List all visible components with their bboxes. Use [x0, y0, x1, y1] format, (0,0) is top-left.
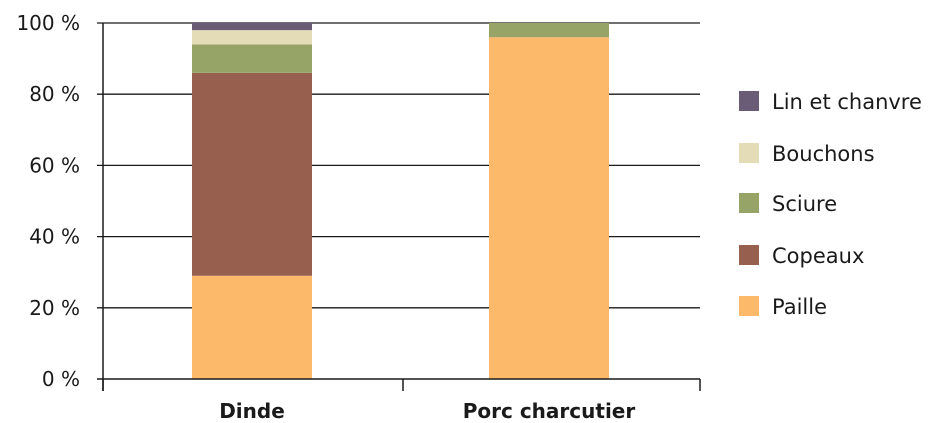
- bar-segment: [489, 37, 609, 380]
- y-tick-label: 0 %: [42, 367, 80, 391]
- legend-label: Copeaux: [772, 244, 864, 268]
- y-tick-label: 80 %: [29, 82, 80, 106]
- bar-segment: [192, 72, 312, 276]
- y-tick-label: 100 %: [16, 11, 80, 35]
- y-tick-labels: 0 % 20 % 40 % 60 % 80 % 100 %: [16, 11, 80, 391]
- bar-segment: [192, 275, 312, 379]
- legend-label: Bouchons: [772, 142, 875, 166]
- legend-swatch: [739, 193, 759, 213]
- bars: [192, 23, 609, 380]
- x-category-label: Dinde: [219, 399, 285, 423]
- legend-label: Sciure: [772, 192, 837, 216]
- legend: Lin et chanvre Bouchons Sciure Copeaux Paill…: [739, 90, 922, 319]
- gridlines: [97, 22, 700, 309]
- bar-segment: [192, 30, 312, 45]
- y-tick-label: 60 %: [29, 153, 80, 177]
- axes: [97, 23, 701, 391]
- legend-label: Lin et chanvre: [772, 90, 922, 114]
- legend-swatch: [739, 91, 759, 111]
- bar-segment: [192, 44, 312, 73]
- legend-swatch: [739, 245, 759, 265]
- legend-swatch: [739, 143, 759, 163]
- legend-swatch: [739, 296, 759, 316]
- y-tick-label: 40 %: [29, 225, 80, 249]
- y-tick-label: 20 %: [29, 296, 80, 320]
- x-category-label: Porc charcutier: [463, 399, 636, 423]
- bar-segment: [489, 23, 609, 38]
- category-labels: Dinde Porc charcutier: [219, 399, 635, 423]
- legend-label: Paille: [772, 295, 827, 319]
- bar-segment: [192, 23, 312, 31]
